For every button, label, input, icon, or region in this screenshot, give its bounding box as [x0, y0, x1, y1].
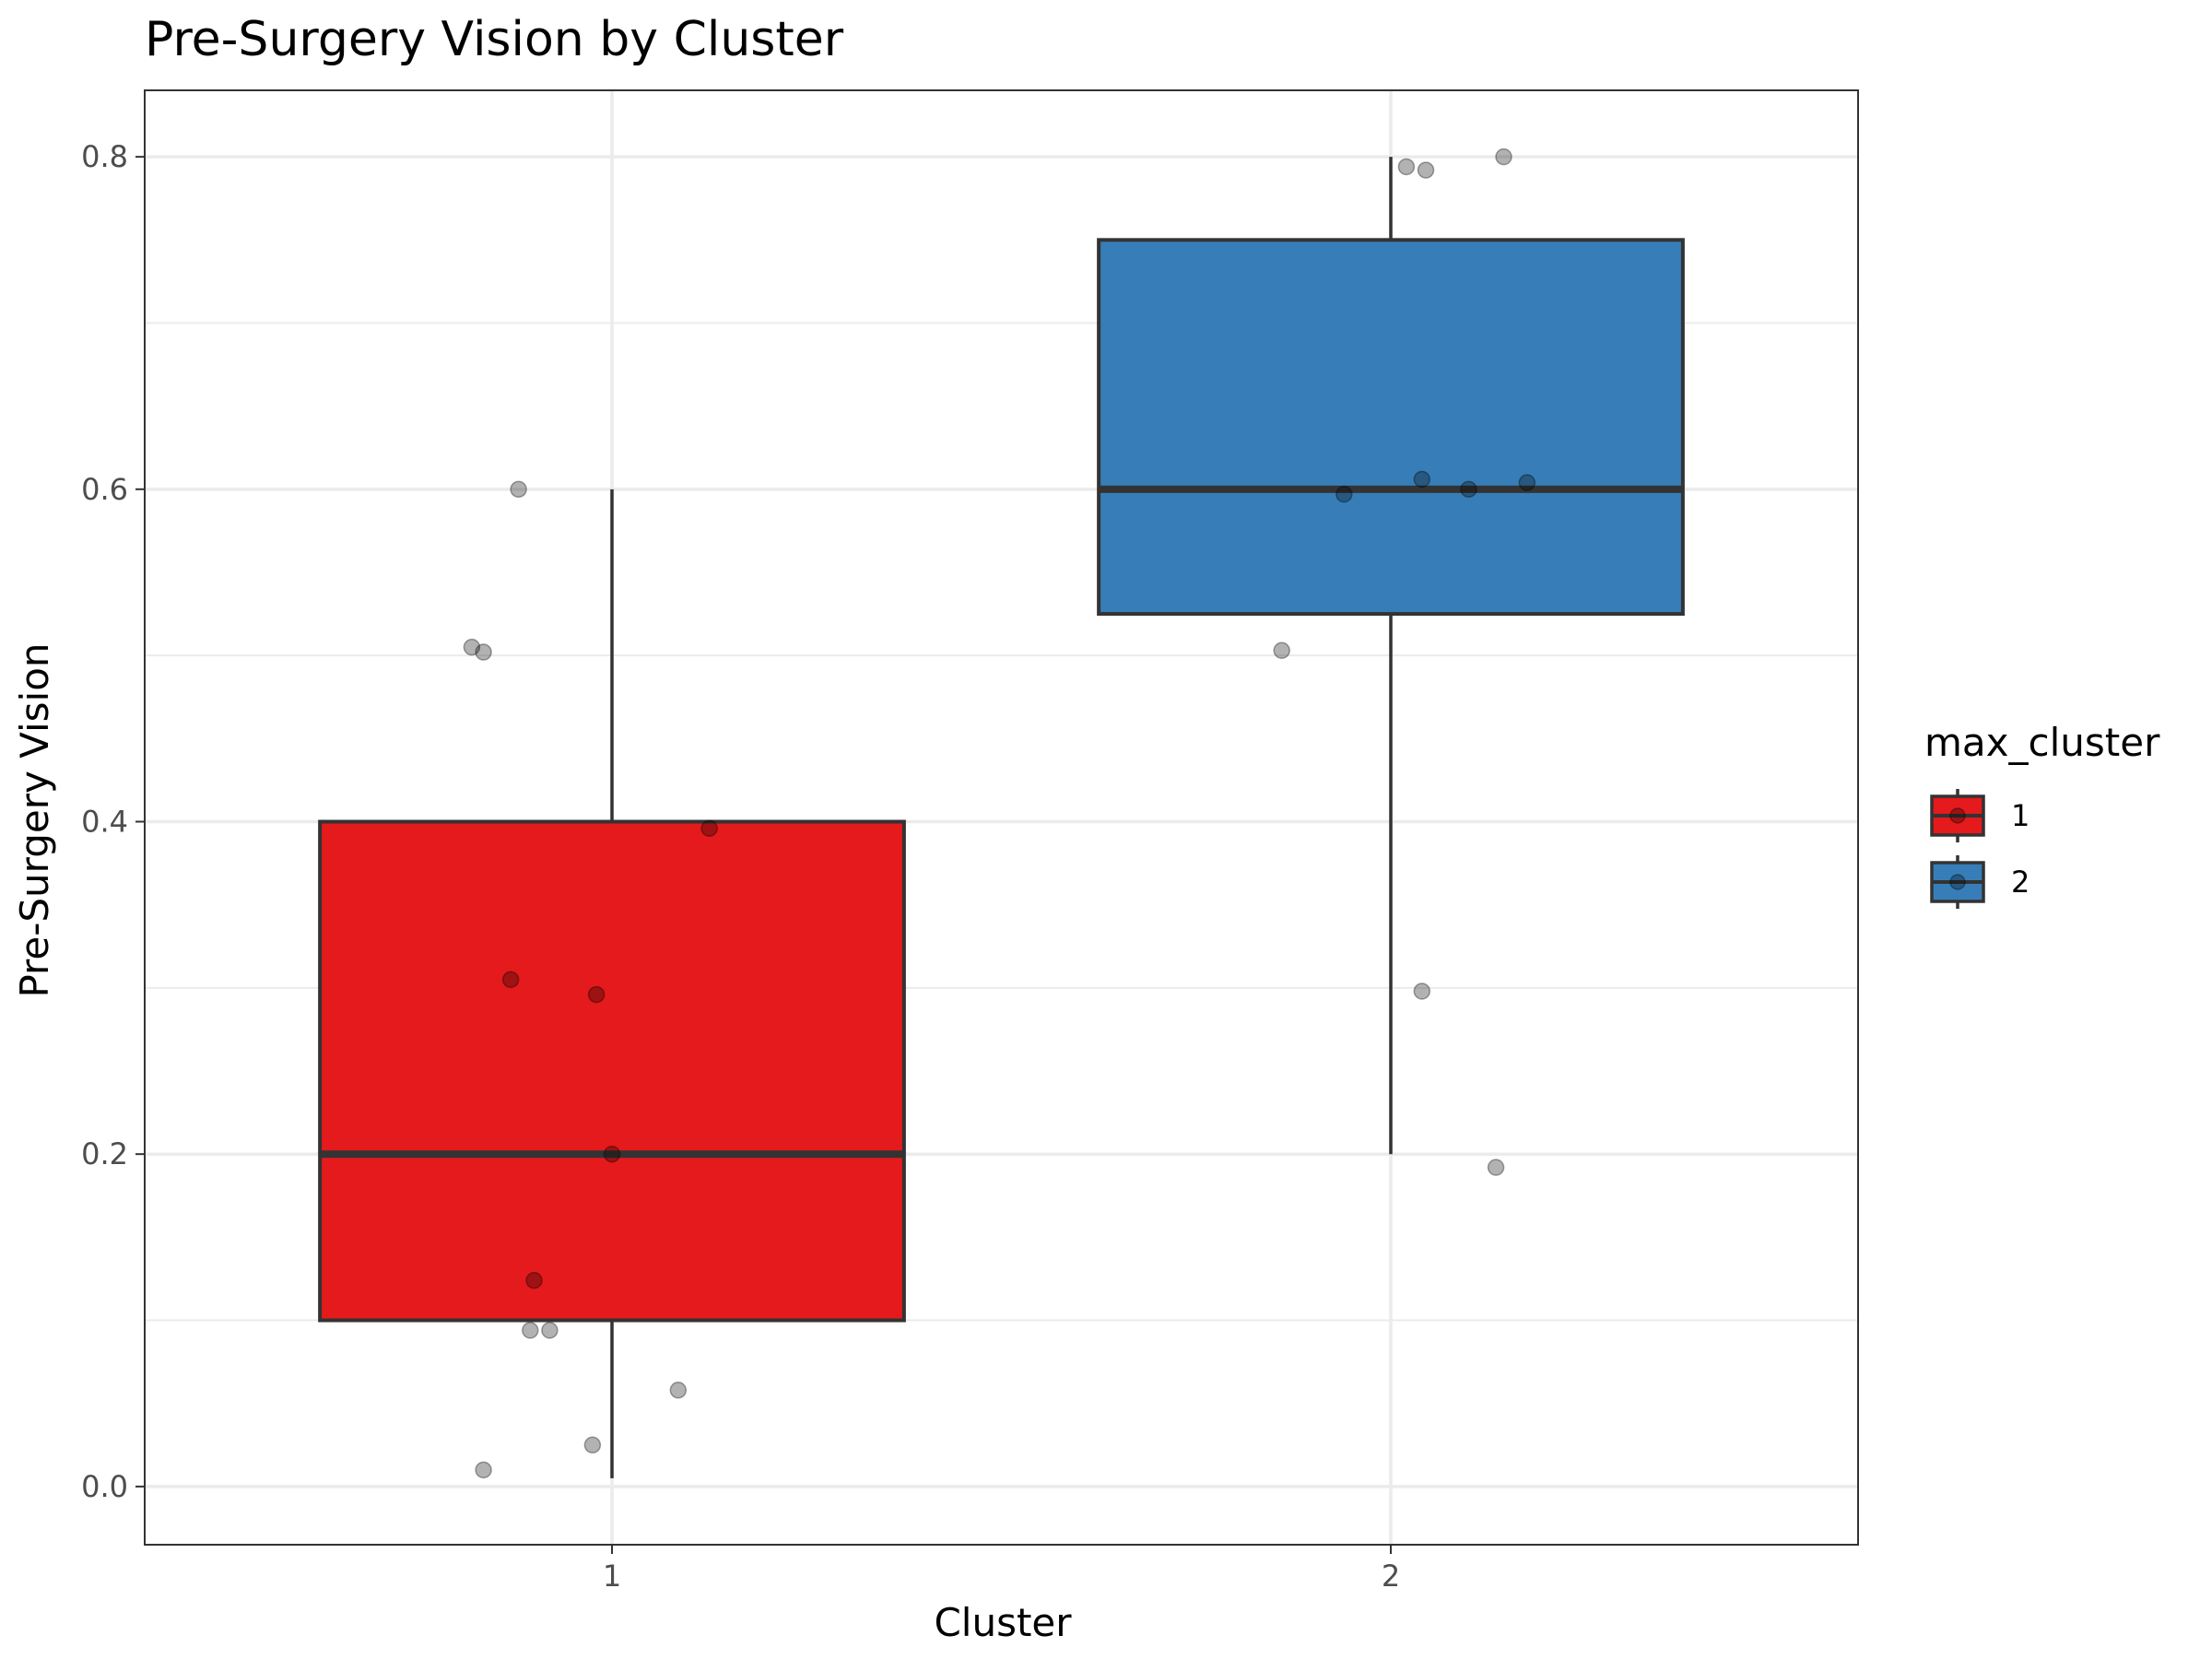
data-point: [1417, 161, 1435, 179]
y-axis-title: Pre-Surgery Vision: [12, 642, 57, 997]
legend-title: max_cluster: [1924, 720, 2160, 765]
box-cluster-1: [318, 819, 906, 1323]
y-tick-label: 0.8: [81, 139, 128, 174]
data-point: [475, 1461, 492, 1479]
y-tick-label: 0.2: [81, 1136, 128, 1171]
data-point: [1413, 982, 1431, 1000]
data-point: [1487, 1159, 1505, 1176]
data-point: [1518, 474, 1536, 491]
data-point: [541, 1322, 559, 1339]
x-tick-label: 2: [1382, 1559, 1400, 1594]
x-tick-label: 1: [603, 1559, 621, 1594]
data-point: [463, 638, 481, 656]
data-point: [1460, 480, 1477, 499]
y-tick-label: 0.4: [81, 805, 128, 840]
data-point: [603, 1145, 621, 1163]
plot-border: [144, 89, 1859, 1546]
legend-key-point: [1949, 874, 1966, 890]
data-point: [1495, 147, 1512, 166]
legend-key-point: [1949, 807, 1966, 824]
data-point: [700, 819, 718, 837]
data-point: [522, 1322, 539, 1339]
chart-title: Pre-Surgery Vision by Cluster: [145, 12, 844, 67]
y-tick-label: 0.6: [81, 472, 128, 507]
data-point: [583, 1436, 602, 1454]
legend: max_cluster 1 2: [1924, 720, 2160, 909]
x-axis-title: Cluster: [934, 1600, 1072, 1645]
data-point: [1273, 641, 1290, 660]
data-point: [1335, 485, 1353, 503]
data-point: [1413, 470, 1431, 488]
data-point: [510, 480, 527, 499]
y-tick-label: 0.0: [81, 1469, 128, 1504]
data-point: [525, 1272, 543, 1289]
box-cluster-2: [1097, 238, 1685, 617]
data-point: [501, 971, 520, 989]
data-point: [669, 1382, 688, 1399]
legend-label-2: 2: [2011, 865, 2030, 900]
data-point: [587, 985, 606, 1004]
plot-panel: 0.0 0.2 0.4 0.6 0.8 1 2: [81, 89, 1859, 1594]
data-point: [475, 643, 492, 661]
data-point: [1397, 158, 1416, 176]
legend-label-1: 1: [2011, 798, 2030, 833]
